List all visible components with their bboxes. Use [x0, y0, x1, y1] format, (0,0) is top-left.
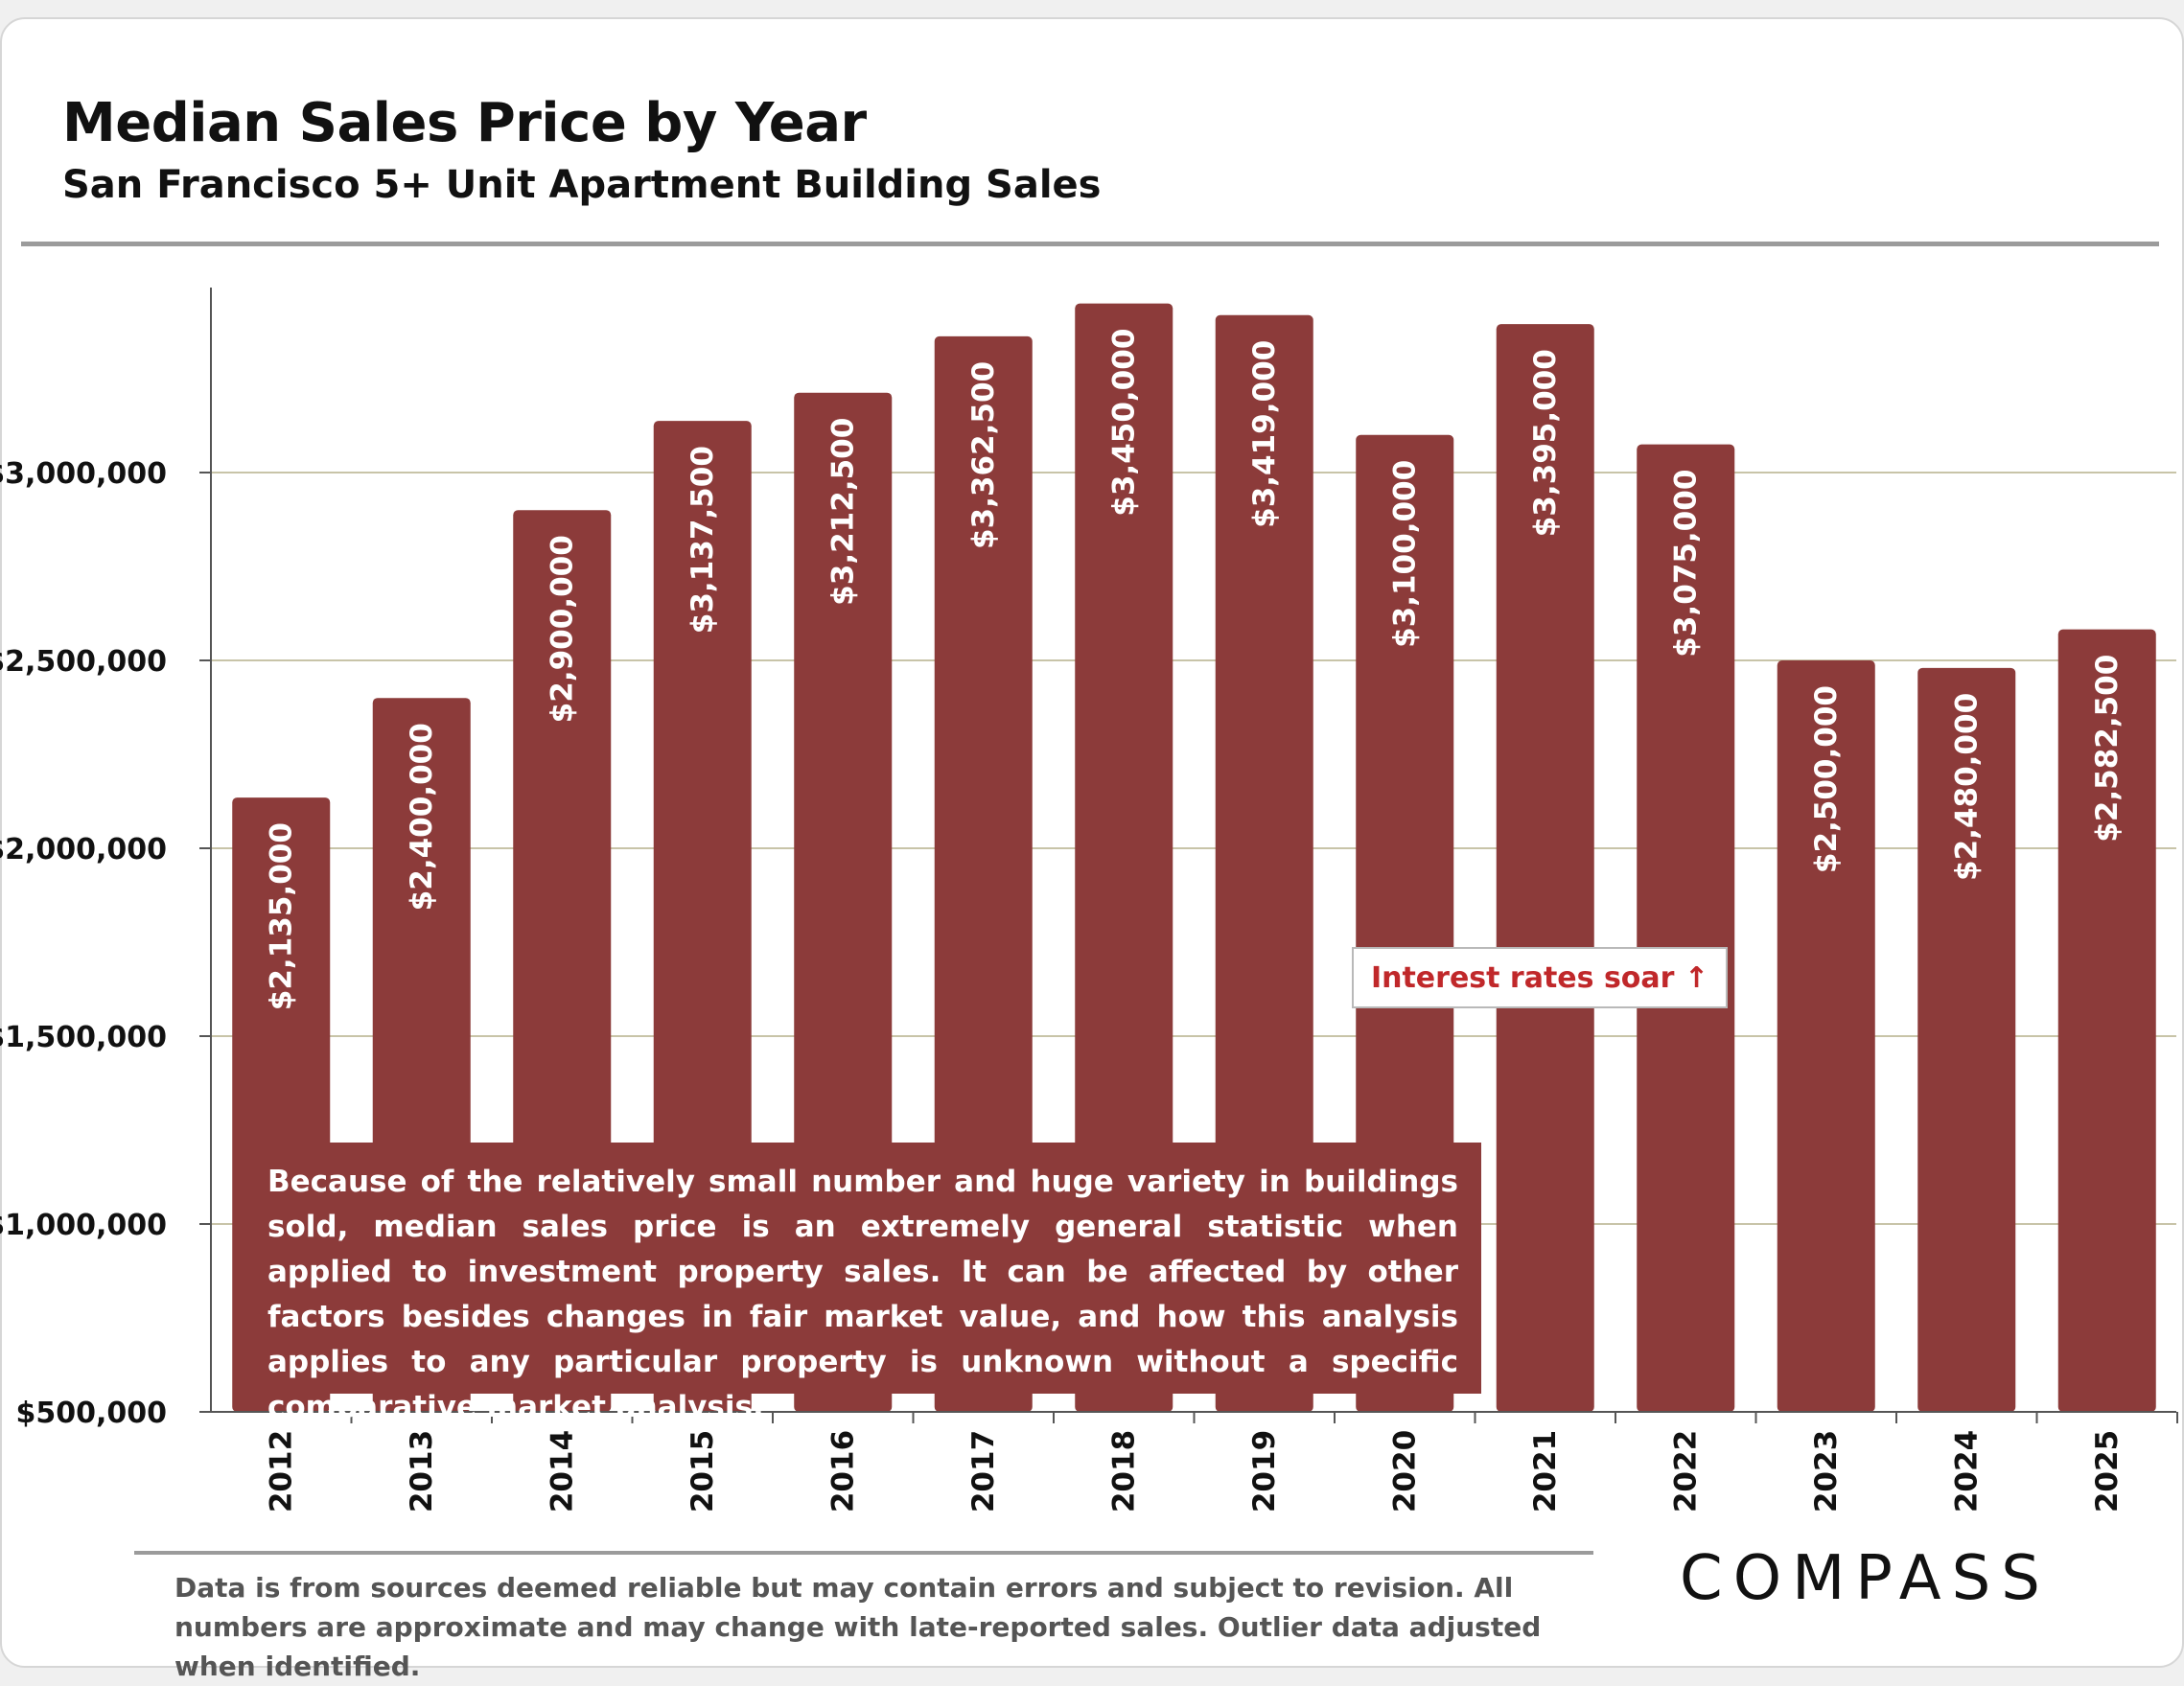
x-tick-label: 2025 — [2090, 1430, 2125, 1513]
x-tick-label: 2012 — [264, 1430, 298, 1513]
data-label: $2,582,500 — [2090, 655, 2125, 843]
up-arrow-icon: ↑ — [1684, 960, 1709, 995]
annotation-text: Interest rates soar — [1370, 960, 1675, 995]
y-tick-label: $2,000,000 — [0, 833, 167, 866]
disclaimer-box: Because of the relatively small number a… — [233, 1143, 1481, 1424]
y-tick-label: $3,000,000 — [0, 457, 167, 491]
data-label: $3,100,000 — [1387, 460, 1422, 648]
data-label: $3,075,000 — [1668, 470, 1703, 658]
data-label: $2,900,000 — [545, 535, 579, 723]
data-label: $3,212,500 — [825, 418, 860, 606]
x-tick-label: 2016 — [825, 1430, 860, 1513]
data-label: $3,395,000 — [1528, 349, 1563, 537]
data-labels: $2,135,000 $2,400,000 $2,900,000 $3,137,500… — [264, 329, 2125, 1011]
x-tick-label: 2013 — [405, 1430, 439, 1513]
y-tick-label: $1,000,000 — [0, 1209, 167, 1242]
axes: $500,000 $1,000,000 $1,500,000 $2,000,000 $2… — [0, 288, 2178, 1513]
bar — [1777, 660, 1875, 1412]
x-tick-label: 2017 — [966, 1430, 1001, 1513]
data-label: $2,480,000 — [1949, 693, 1984, 881]
y-tick-label: $1,500,000 — [0, 1021, 167, 1054]
data-label: $2,135,000 — [264, 822, 298, 1010]
interest-rates-annotation: Interest rates soar ↑ — [1352, 947, 1728, 1008]
title-divider — [21, 242, 2159, 246]
x-tick-label: 2021 — [1528, 1430, 1563, 1513]
y-tick-label: $500,000 — [15, 1397, 167, 1430]
x-tick-label: 2019 — [1247, 1430, 1282, 1513]
x-tick-label: 2022 — [1668, 1430, 1703, 1513]
bar — [1496, 324, 1594, 1412]
bar — [1917, 667, 2016, 1412]
compass-logo: COMPASS — [1680, 1543, 2051, 1614]
x-tick-label: 2023 — [1809, 1430, 1844, 1513]
bar — [1637, 444, 1735, 1413]
x-tick-label: 2014 — [545, 1430, 579, 1513]
gridlines — [211, 472, 2176, 1225]
y-tick-label: $2,500,000 — [0, 645, 167, 679]
bar — [1075, 303, 1173, 1413]
data-label: $2,400,000 — [405, 723, 439, 911]
x-tick-label: 2024 — [1949, 1430, 1984, 1513]
data-label: $3,137,500 — [685, 446, 720, 634]
data-source-footnote: Data is from sources deemed reliable but… — [174, 1572, 1542, 1682]
x-tick-label: 2015 — [685, 1430, 720, 1513]
data-label: $2,500,000 — [1809, 685, 1844, 873]
data-label: $3,450,000 — [1106, 329, 1141, 517]
x-tick-label: 2018 — [1106, 1430, 1141, 1513]
footer-divider — [134, 1551, 1593, 1555]
chart-title: Median Sales Price by Year — [62, 92, 867, 154]
bar — [2057, 629, 2156, 1412]
x-tick-label: 2020 — [1387, 1430, 1422, 1513]
chart-subtitle: San Francisco 5+ Unit Apartment Building… — [62, 163, 1102, 207]
data-label: $3,419,000 — [1247, 340, 1282, 528]
data-label: $3,362,500 — [966, 361, 1001, 549]
bar — [1215, 314, 1313, 1413]
